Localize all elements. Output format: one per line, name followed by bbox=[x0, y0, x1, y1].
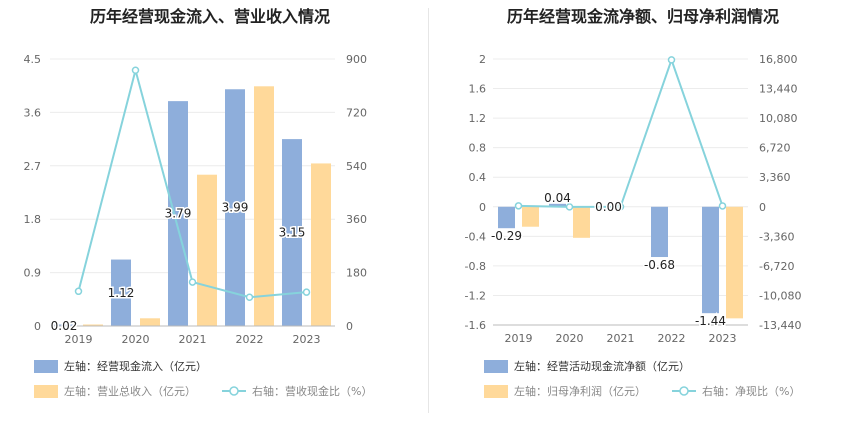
line-point bbox=[565, 203, 574, 211]
bar bbox=[549, 203, 566, 207]
data-label: 3.15 bbox=[279, 226, 306, 240]
left-axis-tick-label: -0.4 bbox=[465, 230, 486, 243]
right-axis-tick-label: 720 bbox=[346, 106, 367, 119]
right-axis-tick-label: 360 bbox=[346, 213, 367, 226]
data-label: 3.79 bbox=[165, 207, 192, 221]
right-axis-tick-label: -6,720 bbox=[759, 260, 794, 273]
legend-swatch bbox=[34, 360, 58, 373]
line-point bbox=[616, 203, 625, 211]
legend-label: 左轴：经营现金流入（亿元） bbox=[64, 359, 207, 373]
left-axis-tick-label: -1.6 bbox=[465, 319, 486, 332]
data-label: -1.44 bbox=[695, 314, 726, 328]
right-axis-tick-label: 3,360 bbox=[759, 171, 791, 184]
legend-swatch-marker bbox=[229, 386, 239, 396]
left-axis-tick-label: 0.8 bbox=[469, 142, 487, 155]
line-point bbox=[245, 293, 254, 301]
right-axis-tick-label: -3,360 bbox=[759, 230, 794, 243]
right-axis-tick-label: 16,800 bbox=[759, 53, 798, 66]
x-axis-tick-label: 2019 bbox=[505, 332, 533, 345]
x-axis-tick-label: 2021 bbox=[607, 332, 635, 345]
left-axis-tick-label: 3.6 bbox=[24, 106, 42, 119]
x-axis-tick-label: 2023 bbox=[709, 332, 737, 345]
bar bbox=[311, 163, 331, 326]
data-label: 0.02 bbox=[51, 319, 78, 333]
bar bbox=[168, 101, 188, 326]
right-axis-tick-label: 900 bbox=[346, 53, 367, 66]
legend-label: 左轴：营业总收入（亿元） bbox=[64, 384, 196, 398]
data-label: -0.29 bbox=[491, 229, 522, 243]
bar bbox=[83, 324, 103, 326]
legend-swatch-marker bbox=[679, 386, 689, 396]
line-point bbox=[302, 288, 311, 296]
left-axis-tick-label: 0.9 bbox=[24, 267, 42, 280]
chart-divider bbox=[428, 8, 429, 413]
right-axis-tick-label: 0 bbox=[759, 201, 766, 214]
chart-title: 历年经营现金流净额、归母净利润情况 bbox=[507, 7, 779, 26]
bar bbox=[282, 139, 302, 326]
chart-cash-inflow-revenue: 历年经营现金流入、营业收入情况 0 0.9 1.8 2.7 3.6 4.5 0 180 360 54… bbox=[24, 7, 372, 398]
x-axis-tick-label: 2022 bbox=[658, 332, 686, 345]
right-axis-tick-label: 540 bbox=[346, 160, 367, 173]
left-axis-tick-label: 0 bbox=[479, 201, 486, 214]
bar bbox=[254, 86, 274, 326]
line-point bbox=[514, 202, 523, 210]
line-series bbox=[518, 56, 724, 208]
left-axis-tick-label: 1.2 bbox=[469, 112, 487, 125]
line-point bbox=[667, 56, 676, 64]
bar bbox=[522, 206, 539, 227]
legend-swatch bbox=[34, 385, 58, 398]
legend-swatch bbox=[484, 385, 508, 398]
left-axis-tick-label: 2 bbox=[479, 53, 486, 66]
x-axis-tick-label: 2020 bbox=[556, 332, 584, 345]
bar bbox=[225, 89, 245, 326]
legend-label: 左轴：归母净利润（亿元） bbox=[514, 384, 646, 398]
data-label: -0.68 bbox=[644, 258, 675, 272]
right-axis-tick-label: 0 bbox=[346, 320, 353, 333]
line-point bbox=[188, 278, 197, 286]
bar bbox=[726, 206, 743, 319]
right-axis-tick-label: -10,080 bbox=[759, 289, 801, 302]
right-axis-tick-label: 10,080 bbox=[759, 112, 798, 125]
line-point bbox=[718, 202, 727, 210]
x-axis-tick-label: 2023 bbox=[293, 333, 321, 346]
legend-label: 左轴：经营活动现金流净额（亿元） bbox=[514, 359, 690, 373]
data-label: 1.12 bbox=[108, 286, 135, 300]
chart-title: 历年经营现金流入、营业收入情况 bbox=[90, 7, 330, 26]
bar bbox=[702, 206, 719, 314]
x-axis-tick-label: 2020 bbox=[122, 333, 150, 346]
left-axis-tick-label: 1.8 bbox=[24, 213, 42, 226]
right-axis-tick-label: 180 bbox=[346, 267, 367, 280]
x-axis-tick-label: 2019 bbox=[65, 333, 93, 346]
legend-label: 右轴：净现比（%） bbox=[702, 384, 800, 398]
left-axis-tick-label: 2.7 bbox=[24, 160, 42, 173]
right-axis-tick-label: 13,440 bbox=[759, 83, 798, 96]
left-axis-tick-label: 0 bbox=[34, 320, 41, 333]
bar bbox=[651, 206, 668, 258]
bar bbox=[498, 206, 515, 229]
left-axis-tick-label: 4.5 bbox=[24, 53, 42, 66]
data-label: 3.99 bbox=[222, 201, 249, 215]
left-axis-tick-label: -0.8 bbox=[465, 260, 486, 273]
right-axis-tick-label: -13,440 bbox=[759, 319, 801, 332]
bar bbox=[140, 318, 160, 326]
bar bbox=[573, 206, 590, 238]
line-point bbox=[74, 287, 83, 296]
right-axis-tick-label: 6,720 bbox=[759, 142, 791, 155]
left-axis-tick-label: 1.6 bbox=[469, 83, 487, 96]
line-point bbox=[131, 66, 140, 75]
x-axis-tick-label: 2022 bbox=[236, 333, 264, 346]
left-axis-tick-label: -1.2 bbox=[465, 289, 486, 302]
left-axis-tick-label: 0.4 bbox=[469, 171, 487, 184]
legend-label: 右轴：营收现金比（%） bbox=[252, 384, 372, 398]
bar bbox=[54, 324, 74, 326]
x-axis-tick-label: 2021 bbox=[179, 333, 207, 346]
data-label: 0.00 bbox=[595, 200, 622, 214]
data-label: 0.04 bbox=[544, 191, 571, 205]
legend-swatch bbox=[484, 360, 508, 373]
bar bbox=[111, 259, 131, 326]
